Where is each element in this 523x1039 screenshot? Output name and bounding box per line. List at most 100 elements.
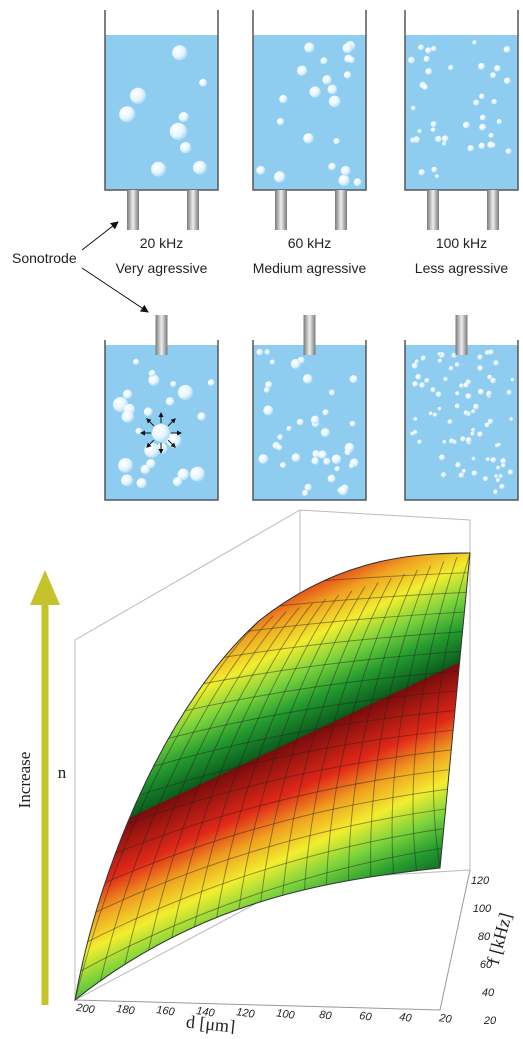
y-tick-label: 20 <box>483 1015 497 1027</box>
frequency: 20 kHz <box>140 235 184 251</box>
bubble <box>172 45 187 60</box>
bubble <box>466 437 472 443</box>
bubble <box>344 71 351 78</box>
bubble <box>459 473 464 478</box>
bubble <box>151 162 166 177</box>
bubble <box>197 412 205 420</box>
bubble <box>449 366 453 370</box>
sonotrode <box>275 190 287 230</box>
frequency: 60 kHz <box>288 235 332 251</box>
bubble <box>449 438 454 443</box>
bubble <box>441 472 446 477</box>
bubble <box>178 385 193 400</box>
bubble <box>137 478 147 488</box>
bubble <box>473 404 479 410</box>
bubble <box>422 84 428 90</box>
bubble <box>490 143 495 148</box>
bubble <box>455 462 461 468</box>
bubble <box>309 86 320 97</box>
collapsing-bubble <box>152 424 170 442</box>
bubble <box>508 470 513 475</box>
bubble <box>497 443 501 447</box>
bubble <box>343 43 353 53</box>
bubble <box>496 466 500 470</box>
bubble <box>303 133 313 143</box>
bubble <box>506 148 512 154</box>
sonotrode <box>456 315 468 355</box>
bubble <box>412 381 418 387</box>
x-tick-label: 20 <box>438 1012 454 1026</box>
bubble <box>119 106 135 122</box>
bubble <box>170 123 187 140</box>
bubble <box>471 428 475 432</box>
bubble <box>144 407 153 416</box>
bubble <box>121 474 133 486</box>
bubble <box>443 377 447 381</box>
bubble <box>338 175 349 186</box>
bubble <box>455 391 459 395</box>
arrow-label: Increase <box>15 752 34 809</box>
bubble <box>291 359 301 369</box>
bubble <box>431 387 436 392</box>
bubble <box>122 410 134 422</box>
bubble <box>479 124 486 131</box>
x-tick-label: 40 <box>399 1011 414 1025</box>
bubble <box>118 458 133 473</box>
bubble <box>510 417 514 421</box>
bubble <box>467 145 473 151</box>
bubble <box>442 440 446 444</box>
bubble <box>350 421 356 427</box>
bubble <box>435 174 439 178</box>
bubble <box>500 458 506 464</box>
bubble <box>425 68 432 75</box>
bubble <box>493 490 498 495</box>
bubble <box>424 56 430 62</box>
bubble <box>258 454 268 464</box>
bubble <box>304 43 314 53</box>
bubble <box>190 467 205 482</box>
bubble <box>466 379 471 384</box>
bubble <box>320 57 327 64</box>
figure: 20 kHz Very agressive 60 kHz Medium agressi… <box>0 0 523 1034</box>
bubble <box>413 430 418 435</box>
bubble <box>479 94 485 100</box>
y-tick-label: 120 <box>471 875 490 887</box>
bubble <box>431 127 436 132</box>
bubble <box>490 72 496 78</box>
bubble <box>504 77 511 84</box>
bubble <box>311 457 318 464</box>
bubble <box>208 379 215 386</box>
bubble <box>323 458 330 465</box>
bubble <box>464 410 469 415</box>
bubble <box>486 393 490 397</box>
bubble <box>504 46 511 53</box>
bubble <box>478 389 484 395</box>
bubble <box>297 66 307 76</box>
bubble <box>424 378 429 383</box>
x-tick-label: 100 <box>275 1007 296 1022</box>
bubble <box>472 40 476 44</box>
bubble <box>439 454 445 460</box>
bubble <box>421 356 426 361</box>
bubble <box>332 454 342 464</box>
bubble <box>311 416 319 424</box>
bubble <box>292 453 301 462</box>
bubble <box>411 106 416 111</box>
bubble <box>263 405 273 415</box>
bubble <box>350 375 358 383</box>
description: Medium agressive <box>253 260 367 276</box>
bubble <box>345 449 352 456</box>
bubble <box>489 133 494 138</box>
bubble <box>496 478 500 482</box>
bubble <box>305 484 312 491</box>
bubble <box>497 119 502 124</box>
sonotrode <box>427 190 439 230</box>
bubble <box>490 457 496 463</box>
bubble <box>179 112 189 122</box>
sonotrode <box>304 315 316 355</box>
bubble <box>477 365 483 371</box>
bubble <box>483 476 488 481</box>
sonotrode <box>156 315 168 355</box>
description: Very agressive <box>116 260 208 276</box>
bubble <box>472 470 478 476</box>
